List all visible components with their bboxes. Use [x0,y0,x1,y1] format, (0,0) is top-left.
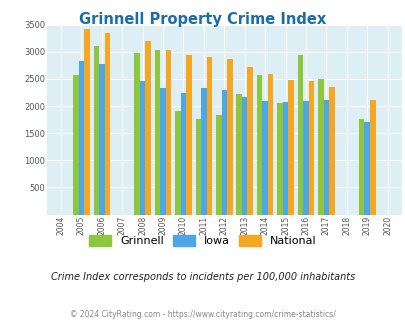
Bar [318,79,323,214]
Bar [308,81,313,214]
Bar [358,118,364,214]
Bar [206,57,212,214]
Bar [140,81,145,214]
Bar [186,54,191,214]
Bar [84,29,90,214]
Bar [236,94,241,214]
Bar [267,74,273,215]
Bar [297,54,303,214]
Bar [282,102,288,214]
Bar [241,97,247,214]
Bar [93,46,99,214]
Text: © 2024 CityRating.com - https://www.cityrating.com/crime-statistics/: © 2024 CityRating.com - https://www.city… [70,310,335,319]
Bar [303,101,308,214]
Bar [73,75,79,214]
Bar [215,115,221,214]
Bar [221,90,226,214]
Bar [160,88,165,214]
Bar [104,33,110,215]
Bar [256,75,262,215]
Bar [328,86,334,214]
Bar [145,41,151,214]
Legend: Grinnell, Iowa, National: Grinnell, Iowa, National [89,235,316,246]
Bar [226,59,232,215]
Bar [180,93,186,214]
Bar [277,103,282,214]
Bar [175,111,180,214]
Bar [154,50,160,214]
Bar [99,64,104,214]
Bar [369,100,375,214]
Bar [288,80,293,214]
Bar [79,61,84,214]
Text: Grinnell Property Crime Index: Grinnell Property Crime Index [79,12,326,26]
Bar [364,122,369,214]
Bar [165,50,171,214]
Bar [134,53,140,214]
Bar [195,119,200,214]
Bar [323,100,328,214]
Bar [200,88,206,214]
Bar [262,101,267,214]
Bar [247,67,252,214]
Text: Crime Index corresponds to incidents per 100,000 inhabitants: Crime Index corresponds to incidents per… [51,272,354,282]
